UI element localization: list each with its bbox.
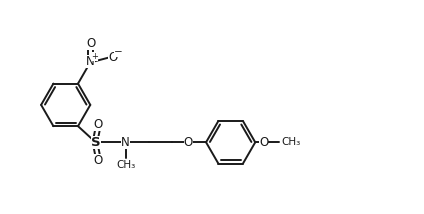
Text: +: + [92, 52, 98, 61]
Text: O: O [93, 118, 103, 131]
Text: O: O [108, 51, 117, 64]
Text: O: O [184, 136, 193, 149]
Text: CH₃: CH₃ [282, 137, 301, 147]
Text: S: S [91, 136, 100, 149]
Text: O: O [93, 154, 103, 166]
Text: O: O [86, 37, 95, 50]
Text: O: O [259, 136, 268, 149]
Text: N: N [121, 136, 130, 149]
Text: CH₃: CH₃ [116, 160, 135, 170]
Text: −: − [114, 47, 123, 57]
Text: N: N [86, 55, 95, 68]
